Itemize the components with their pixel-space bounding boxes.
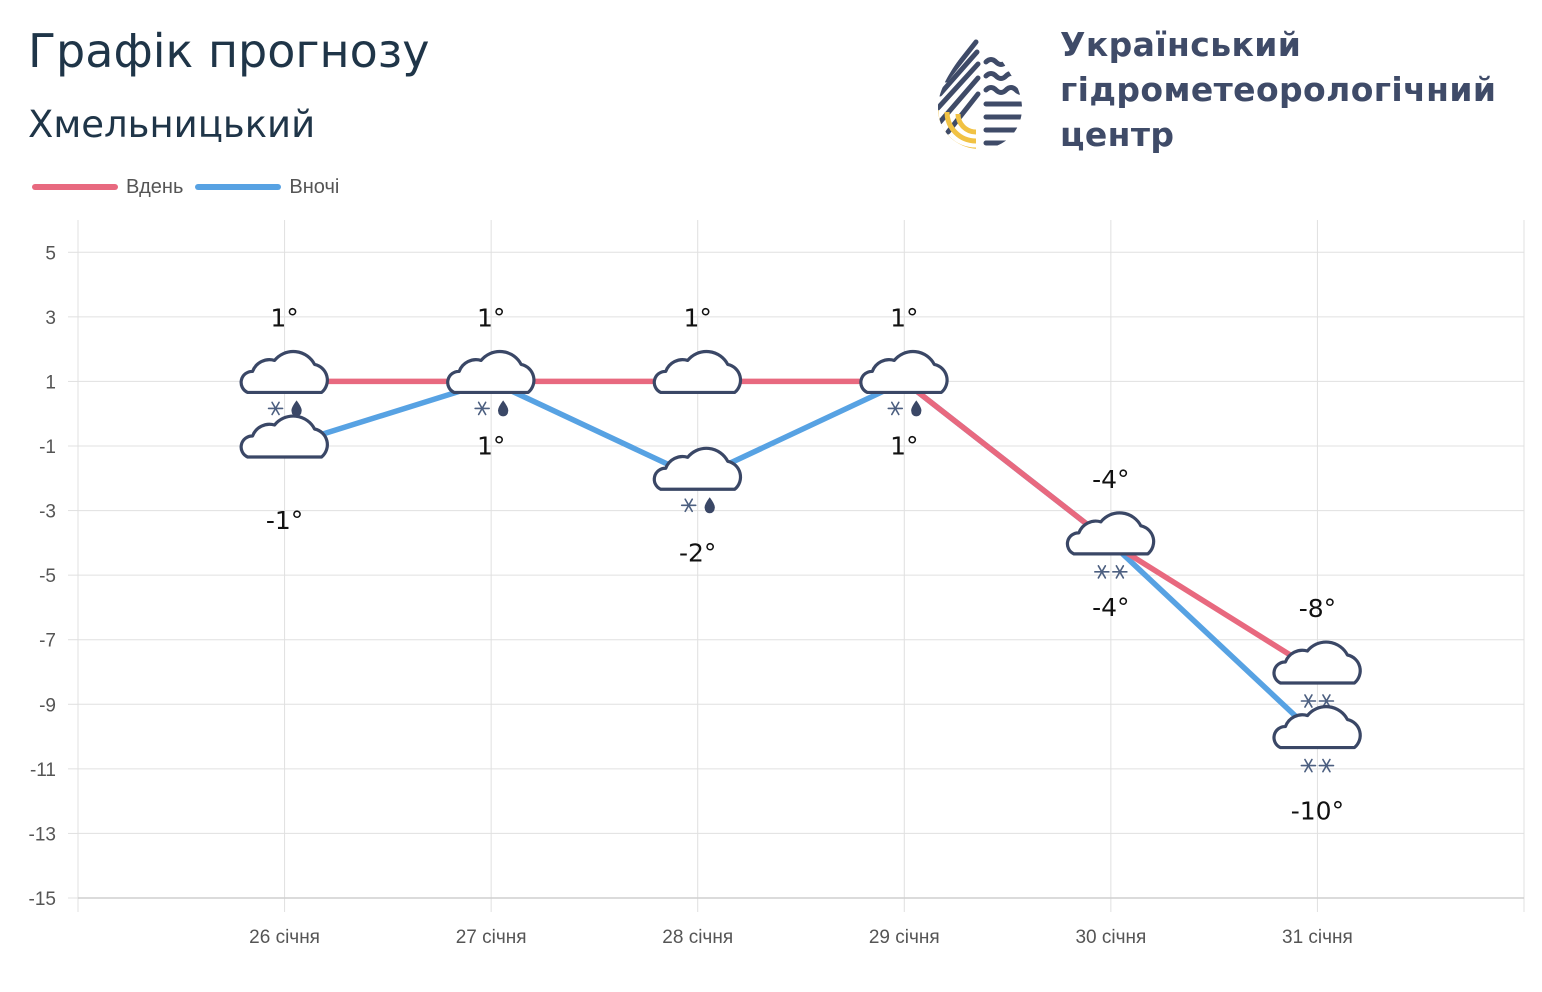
cloud-snow-icon: [1272, 705, 1362, 773]
raindrop-icon: [498, 400, 509, 417]
data-label-day: 1°: [270, 303, 298, 332]
cloud-snow-rain-icon: [446, 349, 536, 417]
cloud-snow-icon: [1272, 640, 1362, 708]
snowflake-icon: [1112, 564, 1128, 579]
ukrhydromet-logo-icon: [938, 39, 1022, 149]
snowflake-icon: [267, 401, 284, 416]
legend-swatch-night: [195, 184, 282, 190]
snowflake-icon: [887, 401, 904, 416]
organization-line-3: центр: [1060, 115, 1175, 154]
raindrop-icon: [704, 497, 715, 514]
x-tick-label: 28 січня: [662, 927, 733, 948]
x-tick-label: 31 січня: [1282, 927, 1353, 948]
y-tick-label: 5: [45, 243, 56, 264]
cloud-icon: [239, 349, 329, 395]
cloud-icon: [652, 349, 743, 395]
organization-line-1: Український: [1060, 25, 1302, 64]
legend-label-day: Вдень: [126, 175, 184, 198]
cloud-icon: [446, 349, 536, 395]
organization-name: Український гідрометеорологічний центр: [1060, 22, 1496, 157]
legend-item-night[interactable]: Вночі: [195, 176, 339, 199]
data-label-night: -4°: [1092, 593, 1129, 622]
snowflake-icon: [1300, 694, 1317, 708]
data-label-day: 1°: [477, 303, 505, 332]
legend-swatch-day: [32, 184, 118, 190]
snowflake-icon: [1094, 564, 1110, 579]
y-tick-label: -3: [39, 502, 56, 523]
y-tick-label: -13: [29, 824, 56, 845]
snowflake-icon: [1318, 758, 1335, 773]
page-title: Графік прогнозу: [28, 24, 430, 78]
cloud-snow-rain-icon: [239, 349, 329, 417]
cloud-icon: [1065, 511, 1156, 556]
data-label-night: 1°: [477, 431, 505, 460]
cloud-snow-rain-icon: [859, 349, 949, 417]
y-tick-label: -15: [29, 889, 56, 910]
cloud-icon: [239, 414, 329, 459]
y-tick-label: -9: [39, 695, 56, 716]
cloud-snow-icon: [1065, 511, 1156, 579]
cloud-icon: [1272, 640, 1362, 685]
y-tick-label: -11: [30, 760, 56, 781]
cloud-icon: [859, 349, 949, 395]
legend-item-day[interactable]: Вдень: [32, 176, 183, 199]
y-tick-label: -5: [39, 566, 56, 587]
y-tick-label: -7: [39, 631, 56, 652]
series-line-day: [284, 378, 1319, 675]
data-label-night: -10°: [1291, 797, 1344, 826]
cloud-icon: [1272, 705, 1362, 750]
raindrop-icon: [291, 400, 302, 417]
x-tick-label: 30 січня: [1075, 927, 1146, 948]
city-name: Хмельницький: [28, 103, 316, 146]
chart-legend: Вдень Вночі: [32, 174, 351, 200]
x-tick-label: 27 січня: [456, 927, 527, 948]
y-tick-label: -1: [39, 437, 56, 458]
cloud-icon: [652, 349, 743, 395]
raindrop-icon: [911, 400, 922, 417]
data-label-day: -4°: [1092, 465, 1129, 494]
snowflake-icon: [680, 498, 697, 513]
data-label-night: -1°: [266, 506, 303, 535]
data-label-night: -2°: [679, 538, 716, 567]
data-label-night: 1°: [890, 431, 918, 460]
snowflake-icon: [1300, 758, 1317, 773]
data-label-day: -8°: [1299, 594, 1336, 623]
snowflake-icon: [474, 401, 490, 416]
cloud-icon: [652, 446, 743, 491]
y-tick-label: 3: [45, 308, 56, 329]
x-tick-label: 29 січня: [869, 927, 940, 948]
y-tick-label: 1: [45, 372, 56, 393]
data-label-day: 1°: [684, 303, 712, 332]
data-label-day: 1°: [890, 303, 918, 332]
legend-label-night: Вночі: [289, 175, 340, 198]
x-tick-label: 26 січня: [249, 927, 320, 948]
cloud-icon: [239, 414, 329, 459]
cloud-snow-rain-icon: [652, 446, 743, 514]
organization-line-2: гідрометеорологічний: [1060, 70, 1497, 109]
series-line-night: [283, 378, 1320, 739]
